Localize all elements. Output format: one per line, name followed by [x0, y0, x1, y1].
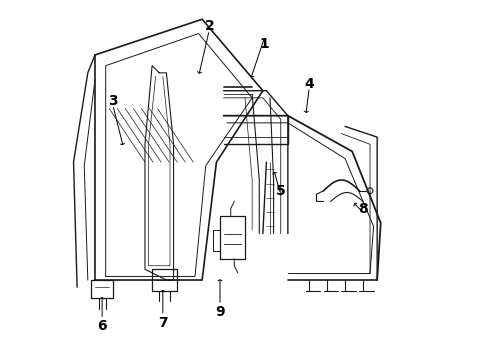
Text: 3: 3	[108, 94, 118, 108]
Text: 9: 9	[215, 305, 225, 319]
Text: 5: 5	[276, 184, 286, 198]
Text: 8: 8	[358, 202, 368, 216]
Text: 4: 4	[304, 77, 314, 91]
Text: 2: 2	[204, 19, 214, 33]
Text: 6: 6	[98, 319, 107, 333]
Text: 7: 7	[158, 316, 168, 330]
Text: 1: 1	[260, 37, 270, 51]
